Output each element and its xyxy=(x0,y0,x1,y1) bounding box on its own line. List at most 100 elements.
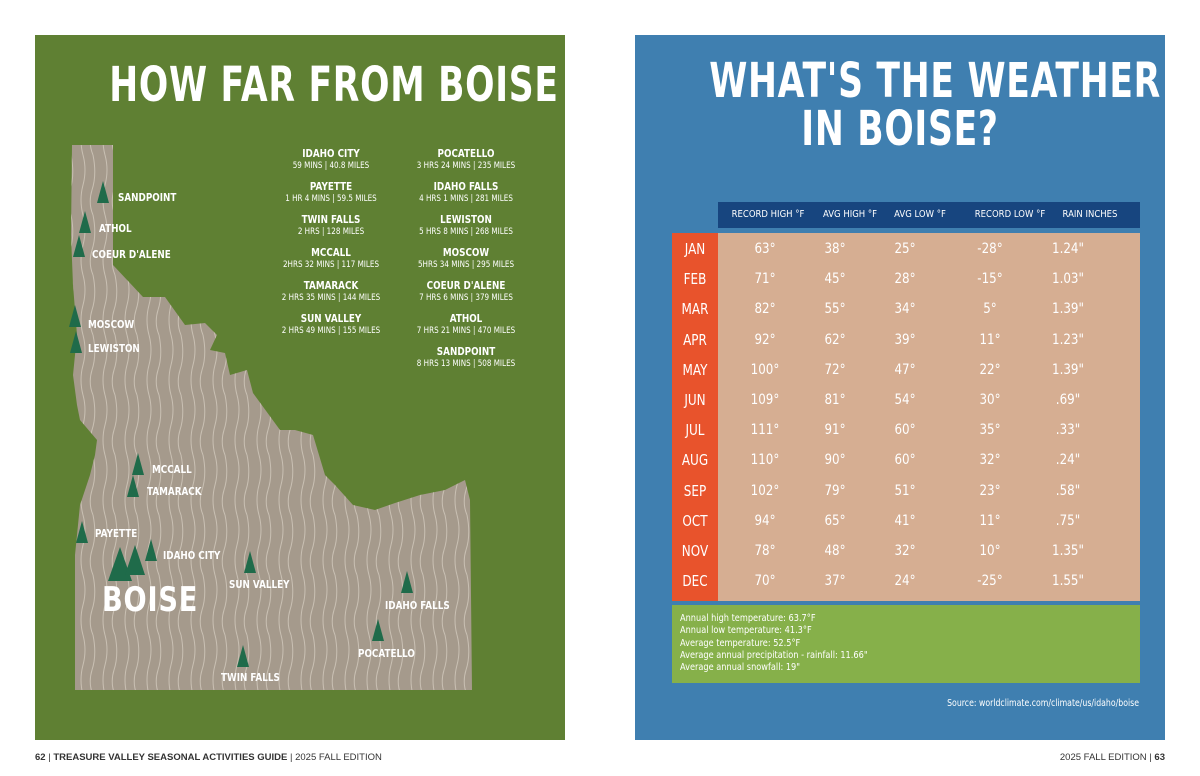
distance-item: IDAHO CITY 59 MINS | 40.8 MILES xyxy=(292,147,370,171)
summary-line: Average annual precipitation - rainfall:… xyxy=(680,649,868,661)
header-avg-high: AVG HIGH °F xyxy=(822,209,878,220)
cell-rain: .33" xyxy=(1055,422,1081,439)
cell-avg-low: 60° xyxy=(894,422,916,439)
map-label-lewiston: LEWISTON xyxy=(88,342,140,355)
weather-row-dec: DEC 70° 37° 24° -25° 1.55" xyxy=(635,567,1103,597)
header-rain: RAIN INCHES xyxy=(1062,209,1118,220)
cell-rain: .69" xyxy=(1055,392,1081,408)
cell-rain: 1.24" xyxy=(1052,241,1084,257)
tree-twin-falls-icon xyxy=(237,645,249,667)
cell-rain: .24" xyxy=(1055,452,1081,469)
distance-item: IDAHO FALLS 4 HRS 1 MINS | 281 MILES xyxy=(419,180,513,204)
tree-lewiston-icon xyxy=(70,331,82,353)
source-note: Source: worldclimate.com/climate/us/idah… xyxy=(947,698,1139,709)
footer-left: 62 | TREASURE VALLEY SEASONAL ACTIVITIES… xyxy=(35,752,382,763)
summary-line: Annual low temperature: 41.3°F xyxy=(680,625,812,637)
month-label: DEC xyxy=(682,572,708,591)
tree-tamarack-icon xyxy=(127,475,139,497)
cell-record-low: 23° xyxy=(979,482,1001,499)
tree-moscow-icon xyxy=(69,305,81,327)
annual-summary: Annual high temperature: 63.7°F Annual l… xyxy=(672,605,1140,683)
cell-avg-high: 91° xyxy=(824,422,846,439)
summary-line: Annual high temperature: 63.7°F xyxy=(680,613,816,624)
month-label: APR xyxy=(683,330,707,349)
weather-row-jan: JAN 63° 38° 25° -28° 1.24" xyxy=(635,235,1103,265)
footer-right-page-number: 63 xyxy=(1154,752,1165,763)
tree-idaho-city-icon xyxy=(145,539,157,561)
cell-record-high: 100° xyxy=(750,361,780,378)
cell-rain: 1.35" xyxy=(1052,543,1084,559)
cell-avg-low: 25° xyxy=(894,241,916,257)
cell-avg-low: 47° xyxy=(894,361,916,378)
right-title-line-1: WHAT'S THE WEATHER LIKE xyxy=(709,53,1165,109)
distance-item: MCCALL 2HRS 32 MINS | 117 MILES xyxy=(282,246,380,270)
cell-avg-low: 24° xyxy=(894,573,916,590)
map-label-sandpoint: SANDPOINT xyxy=(118,191,177,204)
cell-avg-high: 38° xyxy=(824,241,846,257)
footer-left-guide: TREASURE VALLEY SEASONAL ACTIVITIES GUID… xyxy=(53,752,288,763)
month-label: AUG xyxy=(681,451,709,470)
cell-avg-high: 37° xyxy=(824,573,846,590)
right-title-line-2: IN BOISE? xyxy=(801,101,999,157)
weather-row-mar: MAR 82° 55° 34° 5° 1.39" xyxy=(635,295,1103,325)
cell-record-high: 109° xyxy=(750,392,780,408)
cell-record-high: 70° xyxy=(754,573,776,590)
summary-line: Average annual snowfall: 19" xyxy=(680,662,801,674)
cell-avg-high: 79° xyxy=(824,482,846,499)
cell-record-low: 11° xyxy=(979,331,1001,348)
distance-item: SANDPOINT 8 HRS 13 MINS | 508 MILES xyxy=(416,345,516,369)
footer-right: 2025 FALL EDITION | 63 xyxy=(1059,752,1165,763)
cell-record-high: 82° xyxy=(754,301,776,318)
month-column xyxy=(672,233,718,601)
map-label-boise: BOISE xyxy=(102,580,199,620)
cell-avg-high: 65° xyxy=(824,512,846,529)
tree-pocatello-icon xyxy=(372,619,384,641)
weather-row-feb: FEB 71° 45° 28° -15° 1.03" xyxy=(635,265,1103,295)
cell-record-low: 5° xyxy=(983,301,997,318)
weather-row-may: MAY 100° 72° 47° 22° 1.39" xyxy=(635,356,1103,386)
map-label-sun-valley: SUN VALLEY xyxy=(229,578,290,591)
footer-right-edition: 2025 FALL EDITION xyxy=(1059,752,1147,763)
distance-item: PAYETTE 1 HR 4 MINS | 59.5 MILES xyxy=(285,180,377,204)
cell-record-low: 10° xyxy=(979,543,1001,559)
cell-record-low: -25° xyxy=(977,573,1003,590)
distance-item: SUN VALLEY 2 HRS 49 MINS | 155 MILES xyxy=(281,312,381,336)
cell-avg-high: 45° xyxy=(824,271,846,288)
distance-item: TWIN FALLS 2 HRS | 128 MILES xyxy=(297,213,365,237)
right-page-title: WHAT'S THE WEATHER LIKE IN BOISE? xyxy=(635,57,1165,153)
cell-avg-low: 54° xyxy=(894,392,916,408)
distance-item: POCATELLO 3 HRS 24 MINS | 235 MILES xyxy=(416,147,516,171)
cell-record-low: 32° xyxy=(979,452,1001,469)
left-page-title: HOW FAR FROM BOISE IS... xyxy=(109,57,565,113)
tree-athol-icon xyxy=(79,211,91,233)
cell-record-low: 30° xyxy=(979,392,1001,408)
map-label-coeur: COEUR D'ALENE xyxy=(92,248,171,261)
header-record-low: RECORD LOW °F xyxy=(974,209,1046,220)
weather-row-jul: JUL 111° 91° 60° 35° .33" xyxy=(635,416,1103,446)
distance-list-1: IDAHO CITY 59 MINS | 40.8 MILES PAYETTE 1 … xyxy=(251,147,411,345)
tree-coeur-icon xyxy=(73,235,85,257)
weather-row-oct: OCT 94° 65° 41° 11° .75" xyxy=(635,507,1103,537)
cell-avg-low: 32° xyxy=(894,543,916,559)
month-label: SEP xyxy=(683,481,707,500)
map-label-idaho-falls: IDAHO FALLS xyxy=(385,599,450,612)
map-label-payette: PAYETTE xyxy=(95,527,138,540)
cell-record-low: 35° xyxy=(979,422,1001,439)
month-label: OCT xyxy=(682,511,708,530)
cell-avg-low: 39° xyxy=(894,331,916,348)
map-label-idaho-city: IDAHO CITY xyxy=(163,549,221,562)
cell-avg-high: 55° xyxy=(824,301,846,318)
month-label: MAY xyxy=(682,360,708,379)
month-label: MAR xyxy=(681,300,709,319)
cell-avg-low: 51° xyxy=(894,482,916,499)
distance-item: COEUR D'ALENE 7 HRS 6 MINS | 379 MILES xyxy=(419,279,513,303)
map-label-tamarack: TAMARACK xyxy=(147,485,202,498)
tree-idaho-falls-icon xyxy=(401,571,413,593)
cell-rain: .58" xyxy=(1055,482,1081,499)
cell-avg-low: 60° xyxy=(894,452,916,469)
cell-record-low: 11° xyxy=(979,512,1001,529)
cell-record-high: 111° xyxy=(750,422,780,439)
map-label-pocatello: POCATELLO xyxy=(358,647,415,660)
summary-line: Average temperature: 52.5°F xyxy=(680,637,801,649)
tree-boise-icon-2 xyxy=(125,545,145,575)
